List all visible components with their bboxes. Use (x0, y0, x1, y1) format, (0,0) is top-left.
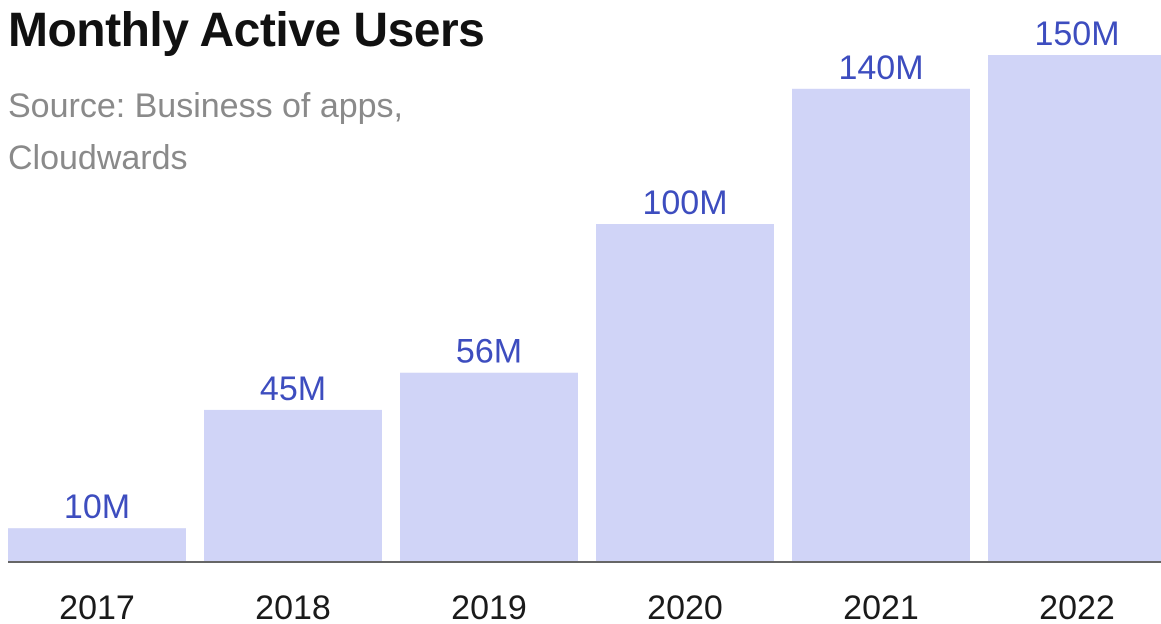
value-label-2021: 140M (838, 49, 923, 87)
x-tick-label-2019: 2019 (451, 589, 527, 624)
value-label-2022: 150M (1034, 15, 1119, 53)
bars-group (8, 55, 1161, 563)
x-tick-label-2017: 2017 (59, 589, 135, 624)
value-label-2017: 10M (64, 488, 130, 526)
bar-2019 (400, 372, 578, 562)
bar-2022 (988, 55, 1161, 562)
value-label-2019: 56M (456, 333, 522, 371)
x-tick-label-2020: 2020 (647, 589, 723, 624)
value-label-2018: 45M (260, 370, 326, 408)
bar-2018 (204, 409, 382, 562)
x-tick-label-2018: 2018 (255, 589, 331, 624)
chart-subtitle: Source: Business of apps, Cloudwards (8, 87, 404, 177)
bar-2021 (792, 88, 970, 563)
value-label-2020: 100M (642, 184, 727, 222)
chart-title: Monthly Active Users (8, 4, 485, 57)
value-labels-group: 10M 45M 56M 100M 140M 150M (64, 15, 1120, 526)
x-tick-labels-group: 2017 2018 2019 2020 2021 2022 (59, 589, 1115, 624)
x-tick-label-2021: 2021 (843, 589, 919, 624)
bar-2020 (596, 224, 774, 562)
x-tick-label-2022: 2022 (1039, 589, 1115, 624)
bar-2017 (8, 528, 186, 562)
